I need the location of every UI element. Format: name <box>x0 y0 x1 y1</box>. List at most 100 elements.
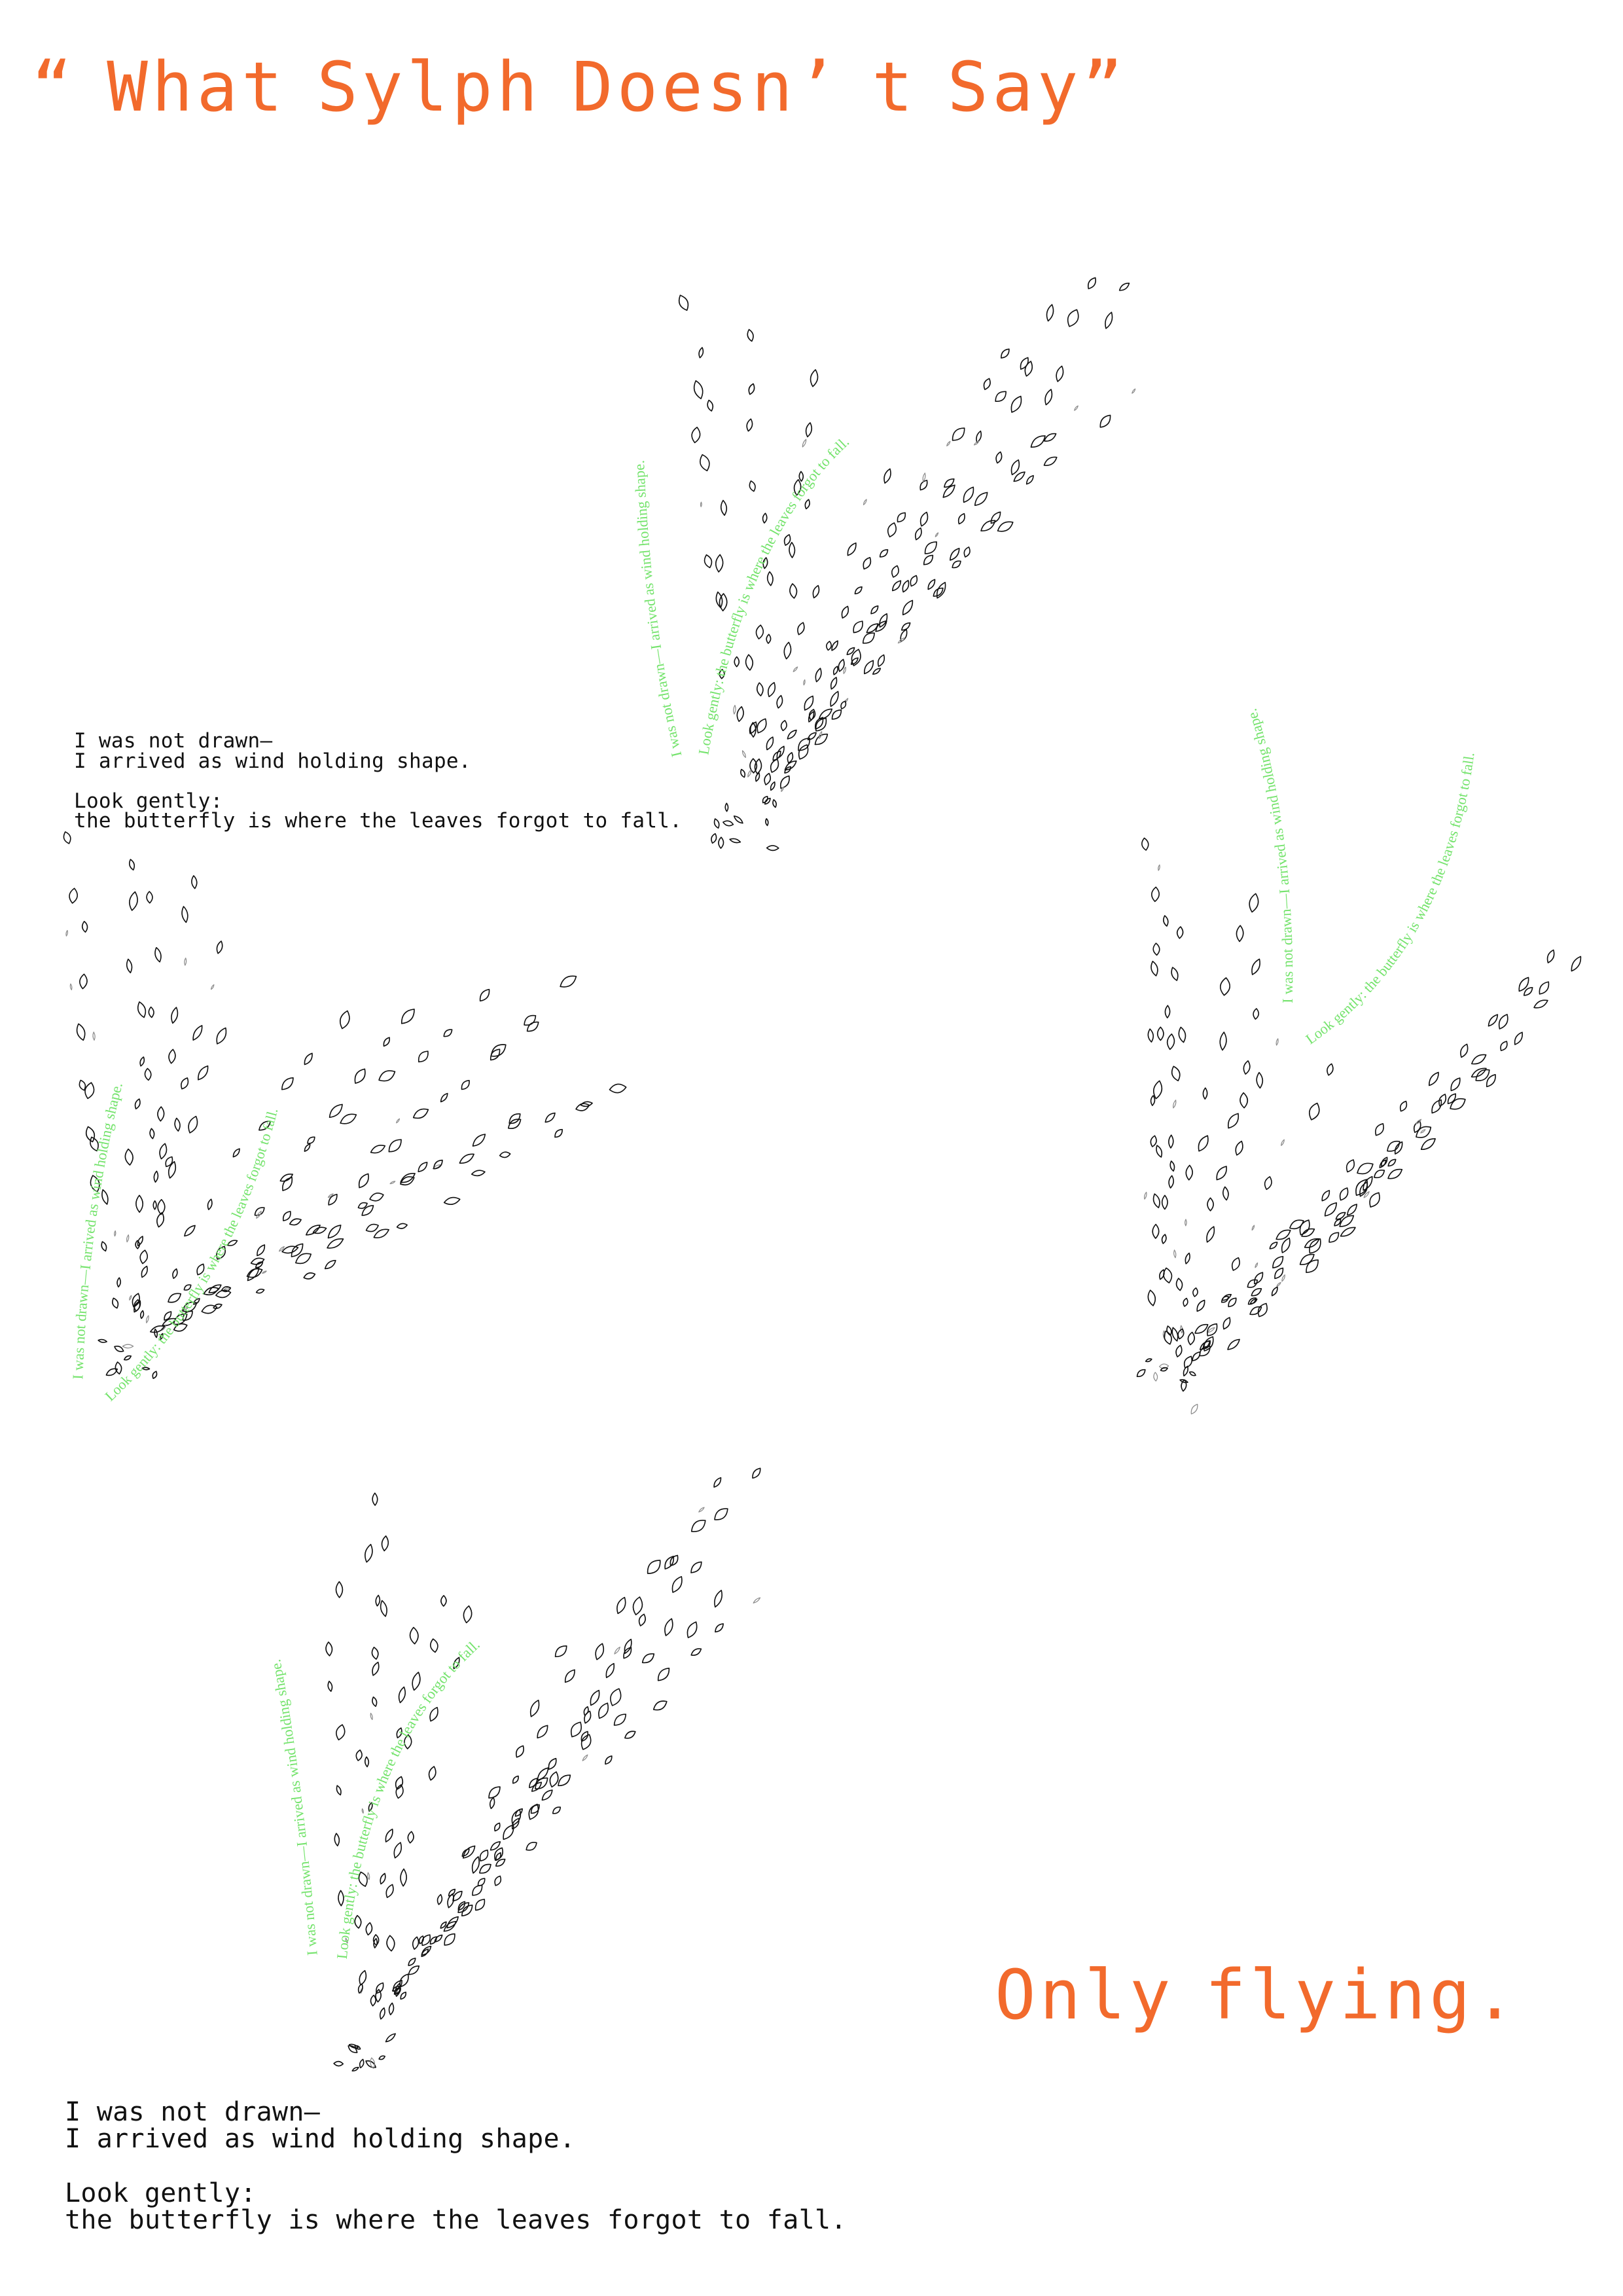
leaf <box>1152 942 1160 956</box>
leaf <box>139 1249 149 1265</box>
leaf <box>433 1159 443 1170</box>
leaf <box>1026 475 1034 485</box>
leaf <box>804 499 810 510</box>
leaf <box>348 2045 358 2053</box>
leaf <box>980 520 996 531</box>
leaf <box>494 1822 501 1832</box>
leaf <box>1220 977 1230 996</box>
leaf <box>544 1112 556 1123</box>
leaf <box>815 668 822 683</box>
leaf <box>333 2060 344 2067</box>
leaf <box>870 605 879 615</box>
leaf <box>1169 1160 1175 1172</box>
leaf <box>691 426 701 444</box>
leaf-cluster <box>678 277 1136 852</box>
leaf <box>370 1994 376 2007</box>
leaf <box>412 1936 419 1950</box>
leaf <box>141 1265 148 1278</box>
leaf <box>614 1646 620 1655</box>
leaf <box>156 1211 164 1228</box>
leaf <box>927 579 936 590</box>
leaf <box>135 1194 144 1213</box>
leaf <box>1187 1331 1195 1346</box>
leaf <box>902 579 910 593</box>
leaf <box>168 1049 176 1064</box>
leaf <box>1347 1204 1358 1216</box>
leaf <box>853 620 863 634</box>
leaf <box>1176 926 1184 939</box>
leaf <box>383 1037 391 1047</box>
leaf <box>1105 312 1113 329</box>
leaf <box>772 750 781 761</box>
leaf <box>846 647 855 655</box>
leaf <box>495 1852 501 1861</box>
leaf <box>304 1143 311 1152</box>
leaf <box>378 2055 385 2060</box>
leaf <box>181 906 188 924</box>
leaf <box>437 1893 443 1905</box>
leaf <box>152 1371 158 1379</box>
leaf <box>1281 1139 1285 1146</box>
leaf <box>1087 277 1096 289</box>
leaf <box>526 1842 537 1851</box>
leaf <box>1251 958 1260 975</box>
leaf <box>814 733 829 745</box>
leaf <box>370 1145 386 1154</box>
leaf <box>226 1240 238 1246</box>
whisper-line: I was not drawn—I arrived as wind holdin… <box>631 460 685 759</box>
leaf <box>146 891 153 904</box>
leaf <box>762 557 768 569</box>
leaf <box>116 1277 121 1288</box>
leaf <box>389 1181 396 1185</box>
butterfly-left: I was not drawn—I arrived as wind holdin… <box>63 831 627 1404</box>
leaf <box>114 1230 116 1237</box>
leaf <box>281 1246 299 1254</box>
leaf <box>1247 1297 1257 1305</box>
stanza: I was not drawn— I arrived as wind holdi… <box>74 731 682 771</box>
leaf <box>443 1029 453 1037</box>
whisper-line: I was not drawn—I arrived as wind holdin… <box>267 1658 321 1956</box>
leaf <box>722 820 734 827</box>
leaf <box>154 947 162 963</box>
leaf <box>457 1901 466 1911</box>
leaf <box>1136 1369 1146 1377</box>
leaf <box>957 512 965 525</box>
leaf <box>797 622 805 636</box>
leaf-cluster <box>63 831 627 1379</box>
leaf <box>1180 1325 1183 1334</box>
leaf <box>766 634 772 644</box>
leaf <box>90 1136 99 1152</box>
leaf <box>830 677 838 690</box>
leaf <box>400 1176 415 1186</box>
leaf <box>312 1227 327 1234</box>
leaf <box>598 1702 609 1719</box>
leaf <box>1251 1287 1262 1297</box>
leaf <box>879 549 889 558</box>
leaf <box>1327 1063 1334 1076</box>
leaf <box>1387 1168 1403 1179</box>
leaf <box>380 1873 386 1885</box>
leaf <box>746 418 753 432</box>
leaf <box>329 1103 343 1118</box>
leaf <box>935 532 939 537</box>
leaf <box>610 1688 622 1706</box>
leaf <box>507 1119 522 1129</box>
leaf <box>843 666 847 674</box>
leaf <box>554 1128 563 1138</box>
leaf <box>357 1202 368 1210</box>
leaf <box>462 1845 476 1859</box>
leaf <box>361 1808 364 1814</box>
leaf <box>810 369 819 387</box>
leaf <box>282 1211 291 1221</box>
leaf <box>98 1338 108 1343</box>
leaf <box>781 786 784 792</box>
leaf <box>552 1806 562 1814</box>
leaf <box>715 554 724 573</box>
leaf <box>153 1170 159 1183</box>
leaf <box>256 1210 262 1219</box>
leaf <box>808 709 816 721</box>
leaf <box>279 1174 294 1182</box>
leaf <box>1306 1259 1319 1273</box>
leaf <box>246 1268 263 1278</box>
